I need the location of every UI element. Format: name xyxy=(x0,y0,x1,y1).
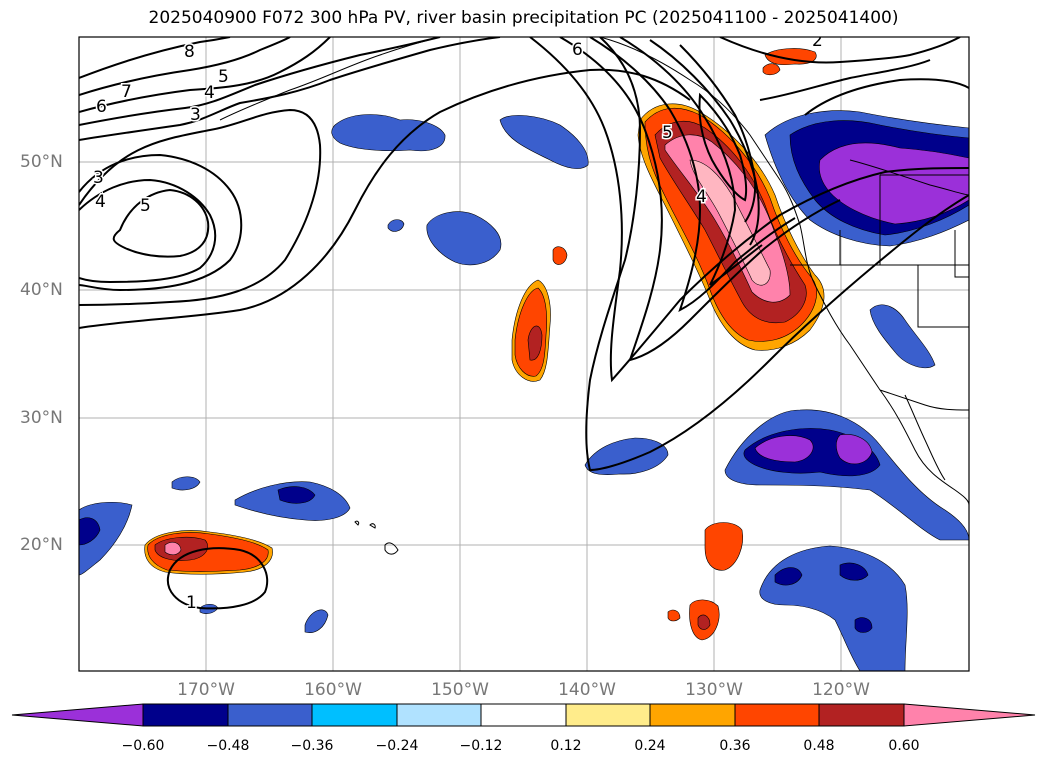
contour-label: 5 xyxy=(140,196,151,216)
region-trop-small xyxy=(667,609,681,622)
region-tiny-blob xyxy=(387,219,405,232)
colorbar-tick-label: 0.48 xyxy=(803,738,835,754)
contour-4-north xyxy=(79,37,501,141)
lon-label: 150°W xyxy=(431,680,489,700)
colorbar-tick-label: −0.60 xyxy=(121,738,165,754)
contour-label: 2 xyxy=(812,31,823,51)
lon-label: 160°W xyxy=(304,680,362,700)
lon-label: 120°W xyxy=(812,680,870,700)
region-small-orange-a xyxy=(552,246,568,265)
region-mid-ocean-dark xyxy=(527,325,543,361)
colorbar-tick-label: −0.24 xyxy=(375,738,419,754)
contour-label: 1 xyxy=(186,593,197,613)
contour-gulf-2 xyxy=(719,37,961,64)
region-baja-core3 xyxy=(854,617,873,633)
contour-north-ridge xyxy=(804,78,969,116)
map-frame xyxy=(78,36,970,672)
region-baja-core2 xyxy=(839,562,869,581)
region-small-a xyxy=(171,476,201,491)
region-sw-us xyxy=(869,304,936,369)
lat-label: 40°N xyxy=(20,280,63,300)
colorbar-tick-label: 0.24 xyxy=(634,738,666,754)
colorbar xyxy=(11,703,1036,727)
contour-6 xyxy=(79,37,331,113)
contour-trough-2 xyxy=(529,37,969,383)
lat-label: 20°N xyxy=(20,535,63,555)
contour-label: 5 xyxy=(218,67,229,87)
negative-precip-regions xyxy=(79,110,969,671)
region-far-west-core xyxy=(79,517,101,546)
region-small-b xyxy=(304,609,329,633)
region-hawaii-core xyxy=(277,486,316,504)
contour-5-north xyxy=(79,37,441,126)
region-nw-pacific-blob xyxy=(331,114,446,152)
region-socal-max xyxy=(754,435,814,463)
contour-gulf-2b xyxy=(759,59,931,101)
region-hawaii-west-pink xyxy=(164,541,182,556)
contour-label: 4 xyxy=(204,83,215,103)
region-baja-offshore xyxy=(759,545,908,671)
contour-trough-5 xyxy=(619,37,763,286)
colorbar-tick-label: −0.36 xyxy=(290,738,334,754)
lon-label: 170°W xyxy=(177,680,235,700)
pv-contours xyxy=(79,37,969,610)
positive-precip-regions xyxy=(144,48,825,641)
region-mid-blob xyxy=(426,211,502,266)
lat-label: 50°N xyxy=(20,152,63,172)
contour-trough-6 xyxy=(649,39,760,246)
lat-label: 30°N xyxy=(20,408,63,428)
contour-label: 3 xyxy=(190,105,201,125)
contour-4-west xyxy=(79,178,217,284)
region-gulf-alaska-b xyxy=(762,63,781,76)
contour-3-west xyxy=(79,153,243,292)
contour-trough-outer xyxy=(585,37,969,472)
contour-label: 7 xyxy=(121,82,132,102)
contour-8 xyxy=(79,37,231,79)
region-trop-mid xyxy=(584,437,669,476)
colorbar-tick-label: −0.48 xyxy=(206,738,250,754)
contour-label: 8 xyxy=(184,42,195,62)
lon-label: 130°W xyxy=(685,680,743,700)
contour-outer-ridge xyxy=(79,68,691,329)
contour-label: 6 xyxy=(96,97,107,117)
contour-1 xyxy=(167,547,269,610)
contour-5-west xyxy=(112,188,210,258)
map-title: 2025040900 F072 300 hPa PV, river basin … xyxy=(148,8,899,28)
coastlines xyxy=(219,37,969,555)
lon-label: 140°W xyxy=(558,680,616,700)
region-trop-dark-b xyxy=(697,614,711,630)
region-socal-max2 xyxy=(835,434,873,465)
contour-label: 5 xyxy=(662,123,673,143)
contour-7 xyxy=(79,37,291,96)
contour-trough-inner xyxy=(679,44,757,223)
contour-label: 4 xyxy=(95,192,106,212)
contour-inner-closed xyxy=(698,92,748,202)
contour-labels: 8 7 6 5 4 3 3 4 5 6 2 5 4 1 xyxy=(92,31,825,615)
colorbar-extend-right xyxy=(903,703,1036,727)
colorbar-extend-left xyxy=(11,703,144,727)
region-trop-orange-a xyxy=(704,522,743,571)
colorbar-tick-label: 0.12 xyxy=(550,738,582,754)
colorbar-tick-label: −0.12 xyxy=(459,738,503,754)
contour-label: 4 xyxy=(696,187,707,207)
contour-trough-3 xyxy=(559,37,841,362)
colorbar-tick-label: 0.60 xyxy=(888,738,920,754)
plot-area: 8 7 6 5 4 3 3 4 5 6 2 5 4 1 xyxy=(79,31,969,671)
contour-trough-4 xyxy=(589,37,796,312)
colorbar-tick-label: 0.36 xyxy=(719,738,751,754)
contour-label: 6 xyxy=(572,40,583,60)
region-central-blob xyxy=(499,115,589,169)
region-baja-core xyxy=(774,567,803,586)
contour-label: 3 xyxy=(93,168,104,188)
contour-3-large xyxy=(79,108,322,306)
